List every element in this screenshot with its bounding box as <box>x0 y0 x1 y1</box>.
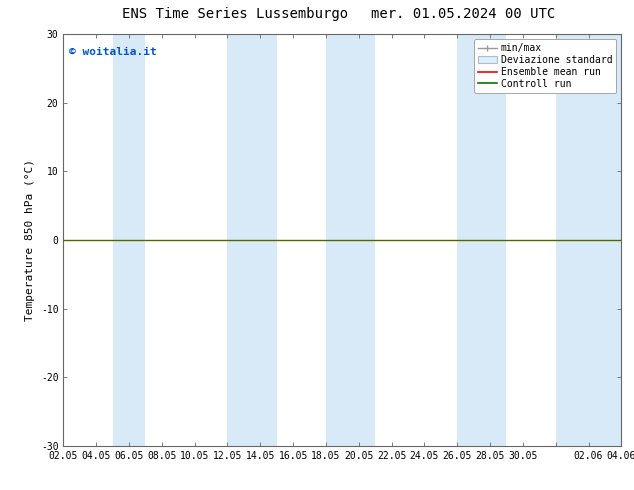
Bar <box>457 34 507 446</box>
Bar <box>228 34 276 446</box>
Text: mer. 01.05.2024 00 UTC: mer. 01.05.2024 00 UTC <box>371 7 555 22</box>
Y-axis label: Temperature 850 hPa (°C): Temperature 850 hPa (°C) <box>25 159 36 321</box>
Text: © woitalia.it: © woitalia.it <box>69 47 157 57</box>
Text: ENS Time Series Lussemburgo: ENS Time Series Lussemburgo <box>122 7 347 22</box>
Bar <box>326 34 375 446</box>
Bar <box>113 34 145 446</box>
Legend: min/max, Deviazione standard, Ensemble mean run, Controll run: min/max, Deviazione standard, Ensemble m… <box>474 39 616 93</box>
Bar <box>555 34 621 446</box>
